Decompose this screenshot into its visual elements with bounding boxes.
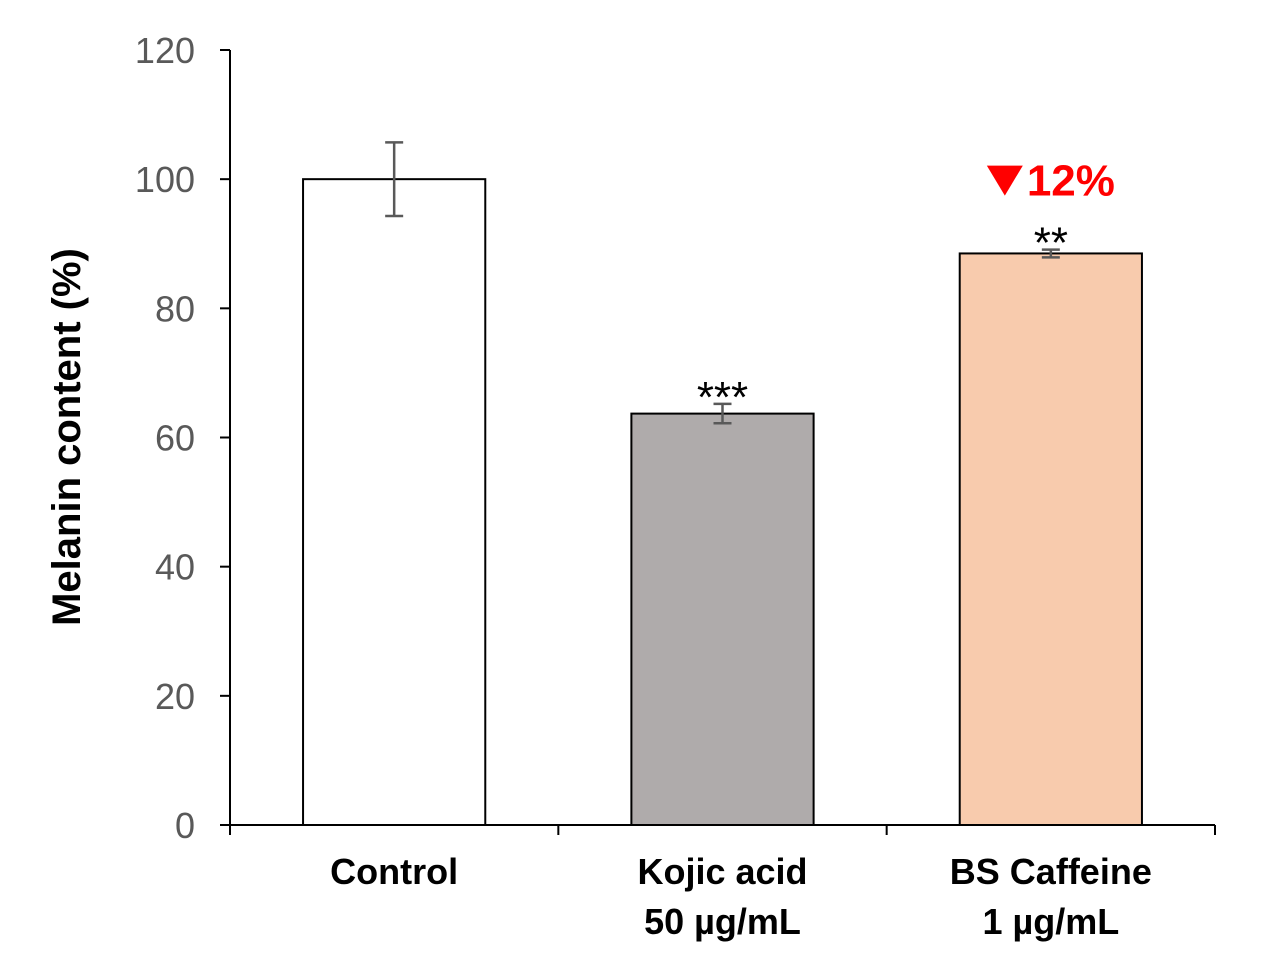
x-labels: Control Kojic acid 50 µg/mL BS Caffeine 1 µg… [330, 851, 1152, 942]
x-tick-label: Kojic acid [637, 851, 807, 892]
x-tick-label: Control [330, 851, 458, 892]
y-tick-label: 120 [135, 30, 195, 71]
y-axis: 0 20 40 60 80 100 120 Melanin content (%) [45, 30, 231, 846]
y-tick-label: 80 [155, 288, 195, 329]
down-triangle-icon [986, 165, 1023, 196]
bar-1 [630, 412, 815, 826]
significance-label: ** [1034, 219, 1068, 268]
x-tick-label: BS Caffeine [950, 851, 1152, 892]
error-bar-0 [385, 141, 404, 218]
bars [302, 178, 1143, 826]
y-axis-title: Melanin content (%) [45, 248, 89, 626]
bar-2 [958, 252, 1143, 826]
error-bars [385, 141, 1060, 425]
annotations: 12% [986, 157, 1115, 206]
x-axis: Control Kojic acid 50 µg/mL BS Caffeine 1 µg… [229, 824, 1216, 942]
y-tick-label: 20 [155, 676, 195, 717]
reduction-percent: 12% [1027, 157, 1115, 206]
x-tick-label-line2: 1 µg/mL [982, 901, 1119, 942]
x-tick-label-line2: 50 µg/mL [644, 901, 801, 942]
reduction-annotation: 12% [986, 157, 1115, 206]
y-tick-label: 40 [155, 547, 195, 588]
y-ticks: 0 20 40 60 80 100 120 [135, 30, 230, 846]
error-bar-2 [1041, 248, 1060, 259]
y-tick-label: 0 [175, 805, 195, 846]
x-ticks [229, 825, 1216, 835]
bar-0 [302, 178, 487, 826]
significance-label: *** [697, 373, 748, 422]
error-bar-1 [713, 402, 732, 425]
y-tick-label: 100 [135, 159, 195, 200]
y-tick-label: 60 [155, 418, 195, 459]
significance-labels: ***** [697, 219, 1068, 422]
